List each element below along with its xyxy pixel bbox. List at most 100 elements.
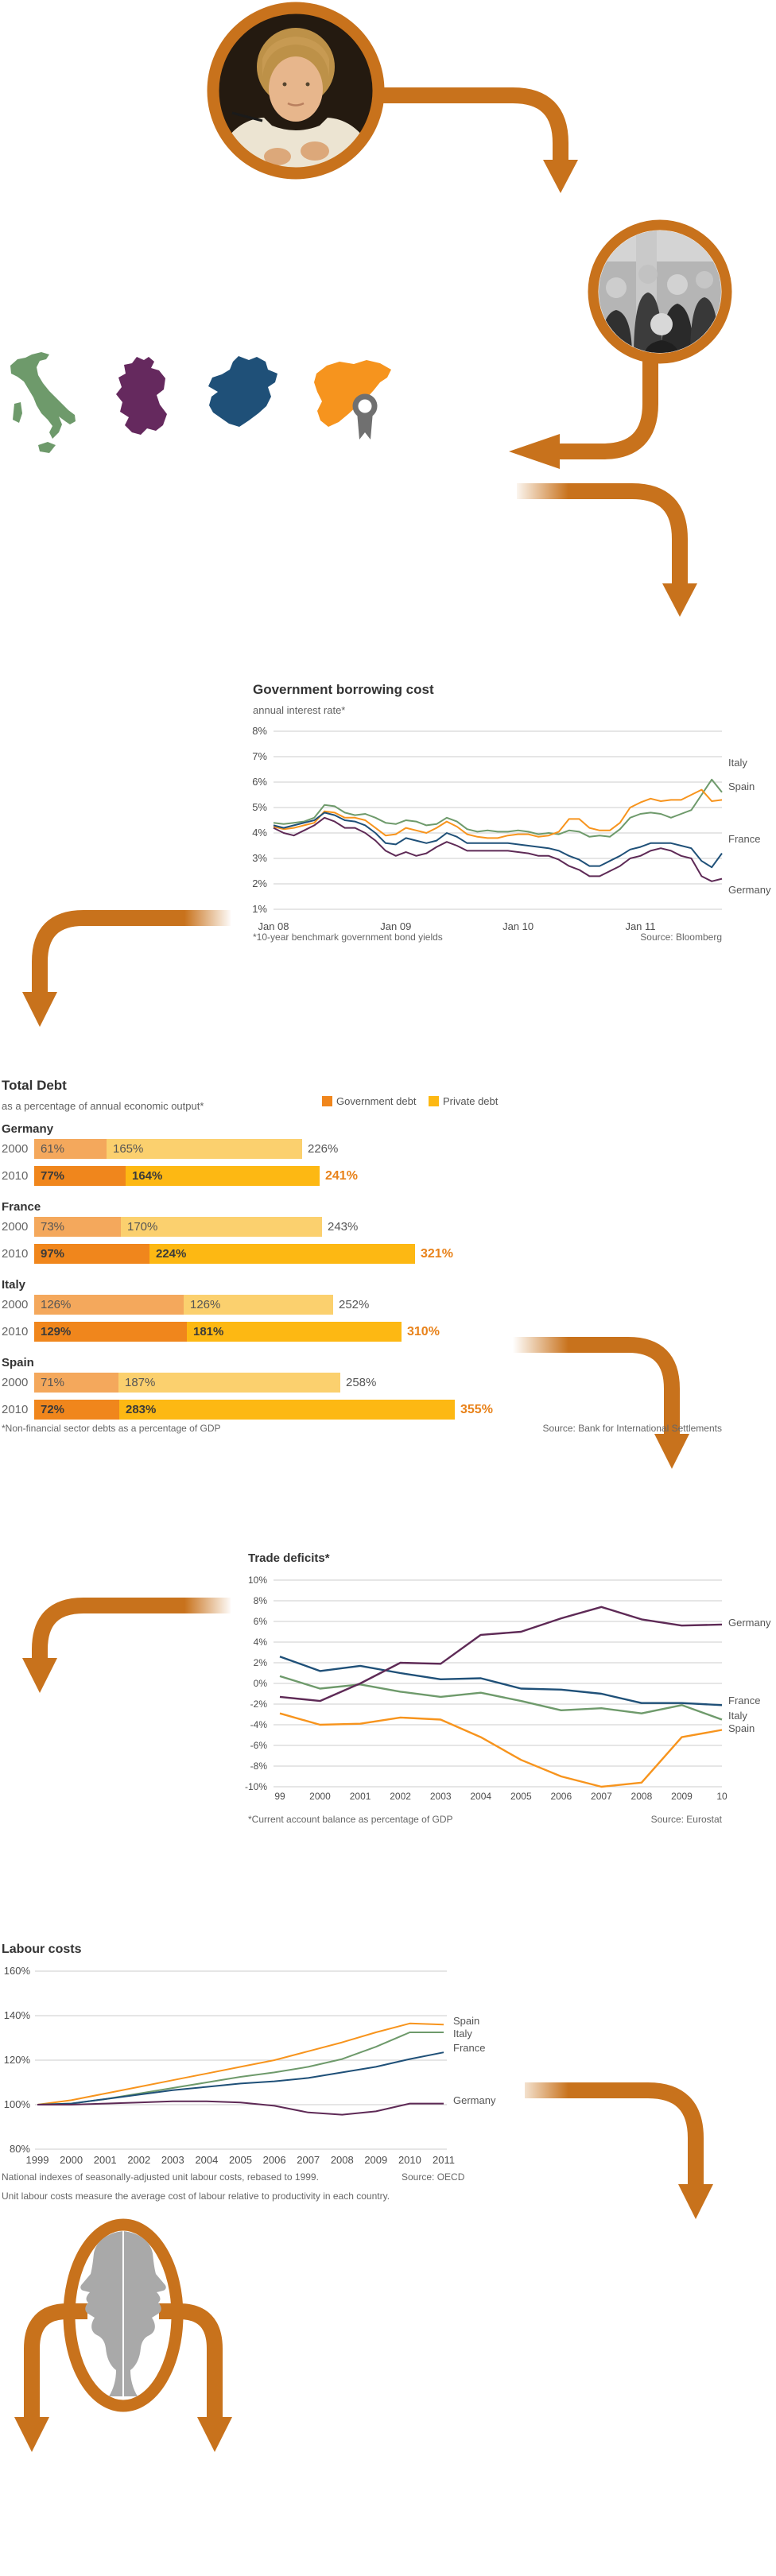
debt-year-label: 2010	[2, 1403, 29, 1416]
x-tick-label: 2006	[263, 2154, 286, 2166]
debt-bar-private-2010	[119, 1400, 455, 1420]
flow-arrow-into-total-debt	[22, 910, 231, 1027]
x-tick-label: 2005	[229, 2154, 252, 2166]
y-tick-label: 2%	[252, 877, 267, 889]
debt-bar-private-2000	[107, 1139, 302, 1159]
y-tick-label: 5%	[252, 801, 267, 813]
series-line-italy	[273, 778, 723, 838]
janus-head-graphic	[63, 2218, 184, 2412]
debt-country-header-spain: Spain	[2, 1356, 34, 1369]
debt-bar-private-2010	[187, 1322, 402, 1342]
x-tick-label: 2003	[430, 1791, 452, 1802]
debt-bar-government-2010	[34, 1400, 119, 1420]
debt-private-value: 170%	[127, 1220, 158, 1234]
flow-arrow-into-labour-chart	[22, 1598, 231, 1693]
photo-eu-leaders	[588, 219, 732, 364]
x-tick-label: 2000	[60, 2154, 83, 2166]
labour-chart-footnote: National indexes of seasonally-adjusted …	[2, 2171, 319, 2183]
y-tick-label: 120%	[4, 2054, 31, 2066]
borrowing-chart-footnote: *10-year benchmark government bond yield…	[253, 932, 443, 943]
debt-total-value: 355%	[460, 1403, 493, 1416]
series-line-france	[279, 1656, 723, 1706]
debt-bar-private-2010	[126, 1166, 320, 1186]
labour-chart-source: Source: OECD	[402, 2171, 465, 2183]
legend-label-government: Government debt	[336, 1095, 417, 1107]
series-line-spain	[279, 1712, 723, 1788]
series-label-germany: Germany	[728, 884, 771, 896]
y-tick-label: 160%	[4, 1965, 31, 1977]
x-tick-label: 2006	[550, 1791, 572, 1802]
debt-country-header-france: France	[2, 1200, 41, 1214]
total-debt-subtitle: as a percentage of annual economic outpu…	[2, 1100, 204, 1112]
debt-private-value: 283%	[126, 1403, 157, 1416]
debt-private-value: 224%	[156, 1247, 187, 1261]
debt-bar-private-2000	[184, 1295, 333, 1315]
debt-total-value: 243%	[328, 1220, 359, 1234]
borrowing-chart-source: Source: Bloomberg	[640, 932, 722, 943]
series-label-germany: Germany	[728, 1617, 771, 1629]
debt-bar-private-2010	[149, 1244, 415, 1264]
y-tick-label: 7%	[252, 750, 267, 762]
trade-chart-title: Trade deficits*	[248, 1551, 330, 1565]
medal-icon	[352, 393, 378, 440]
y-tick-label: 100%	[4, 2098, 31, 2110]
legend-swatch-private	[429, 1096, 439, 1106]
x-tick-label: 2004	[195, 2154, 218, 2166]
trade-chart-source: Source: Eurostat	[650, 1814, 722, 1825]
debt-government-value: 71%	[41, 1376, 65, 1389]
flow-arrow-merkel-to-leaders	[380, 87, 578, 193]
series-label-france: France	[728, 1695, 760, 1706]
debt-total-value: 321%	[421, 1247, 453, 1261]
x-tick-label: 2003	[161, 2154, 184, 2166]
debt-bar-private-2000	[118, 1373, 340, 1393]
y-tick-label: 2%	[254, 1657, 268, 1668]
debt-bar-government-2010	[34, 1322, 187, 1342]
debt-government-value: 97%	[41, 1247, 65, 1261]
x-tick-label: 2008	[331, 2154, 354, 2166]
x-tick-label: Jan 10	[502, 920, 534, 932]
series-label-france: France	[453, 2042, 485, 2054]
map-spain	[314, 360, 391, 427]
y-tick-label: 1%	[252, 903, 267, 915]
series-line-germany	[273, 816, 723, 882]
series-line-france	[37, 2051, 444, 2105]
debt-total-value: 258%	[346, 1376, 377, 1389]
series-label-italy: Italy	[453, 2028, 472, 2039]
flow-arrow-into-trade-chart	[513, 1337, 689, 1469]
legend-swatch-government	[322, 1096, 332, 1106]
map-france	[208, 356, 277, 427]
total-debt-title: Total Debt	[2, 1078, 67, 1093]
debt-year-label: 2010	[2, 1325, 29, 1338]
x-tick-label: 2007	[591, 1791, 612, 1802]
total-debt-source: Source: Bank for International Settlemen…	[542, 1423, 722, 1434]
flow-arrow-maps-to-borrowing-chart	[517, 483, 697, 617]
series-label-spain: Spain	[453, 2015, 479, 2027]
borrowing-chart-plot: 8% 7% 6% 5% 4% 3% 2% 1% Jan 08 Jan 09 Jan 10 Jan 11…	[252, 725, 771, 932]
x-tick-label: 1999	[26, 2154, 49, 2166]
y-tick-label: -4%	[250, 1719, 268, 1730]
debt-year-label: 2000	[2, 1220, 29, 1234]
legend-label-private: Private debt	[443, 1095, 499, 1107]
total-debt-footnote: *Non-financial sector debts as a percent…	[2, 1423, 221, 1434]
photo-ring	[588, 219, 732, 364]
debt-government-value: 73%	[41, 1220, 65, 1234]
series-line-france	[273, 812, 723, 869]
face-silhouette-left	[80, 2231, 123, 2396]
y-tick-label: -10%	[245, 1781, 267, 1792]
y-tick-label: 10%	[248, 1575, 267, 1586]
series-label-spain: Spain	[728, 781, 755, 792]
x-tick-label: 2005	[510, 1791, 532, 1802]
y-tick-label: 6%	[254, 1616, 268, 1627]
flow-arrow-head-left	[14, 2303, 87, 2452]
y-tick-label: 80%	[10, 2143, 30, 2155]
flow-arrow-into-head-graphic	[525, 2082, 713, 2219]
photo-merkel	[207, 2, 385, 180]
y-tick-label: 8%	[254, 1595, 268, 1606]
debt-government-value: 72%	[41, 1403, 65, 1416]
debt-country-header-italy: Italy	[2, 1278, 26, 1292]
series-label-italy: Italy	[728, 1710, 747, 1722]
photo-ring	[207, 2, 385, 180]
series-label-italy: Italy	[728, 757, 747, 769]
debt-private-value: 181%	[193, 1325, 224, 1338]
debt-private-value: 187%	[125, 1376, 156, 1389]
